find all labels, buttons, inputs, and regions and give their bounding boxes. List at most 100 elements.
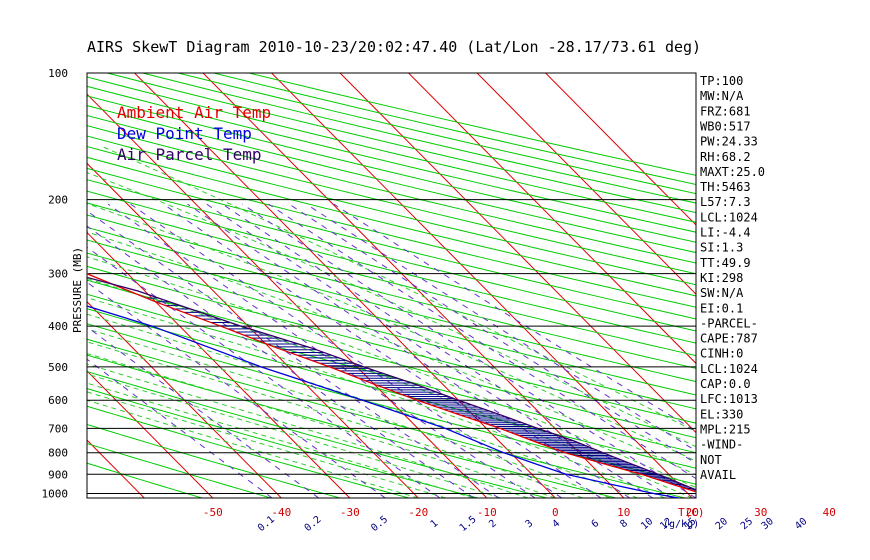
moist-adiabat xyxy=(87,231,696,476)
mixing-ratio-label: 20 xyxy=(714,516,730,532)
stat-row: LCL:1024 xyxy=(700,210,758,224)
bottom-tick: 40 xyxy=(823,506,836,519)
stat-row: KI:298 xyxy=(700,271,743,285)
stat-row: LFC:1013 xyxy=(700,392,758,406)
stat-row: AVAIL xyxy=(700,468,736,482)
stat-row: SW:N/A xyxy=(700,286,744,300)
stat-row: EL:330 xyxy=(700,407,743,421)
dry-adiabat xyxy=(87,293,696,454)
stat-row: TH:5463 xyxy=(700,180,751,194)
stat-row: NOT xyxy=(700,453,722,467)
mixing-ratio-label: 1 xyxy=(429,518,441,530)
pressure-tick: 800 xyxy=(48,447,68,460)
pressure-tick: 1000 xyxy=(42,487,69,500)
mixing-ratio-label: 0.2 xyxy=(303,514,324,534)
mixing-ratio-line xyxy=(87,210,499,498)
isotherm xyxy=(0,73,7,498)
isotherm xyxy=(87,162,419,498)
dry-adiabat xyxy=(87,239,696,396)
stat-row: PW:24.33 xyxy=(700,135,758,149)
dry-adiabat xyxy=(87,179,696,332)
dry-adiabat xyxy=(87,279,696,439)
stat-row: CINH:0 xyxy=(700,347,743,361)
stat-row: -WIND- xyxy=(700,438,743,452)
bottom-tick: -20 xyxy=(408,506,428,519)
pressure-tick: 400 xyxy=(48,320,68,333)
plot-frame xyxy=(86,72,697,499)
dry-adiabat xyxy=(87,135,696,286)
x-axis-label: T(C) xyxy=(678,506,705,519)
dry-adiabat xyxy=(87,190,696,344)
bottom-tick: 30 xyxy=(754,506,767,519)
dry-adiabat xyxy=(87,156,696,308)
dry-adiabat xyxy=(87,252,696,410)
stat-row: MPL:215 xyxy=(700,422,751,436)
dry-adiabat xyxy=(87,388,478,498)
isotherm xyxy=(87,93,488,498)
mixing-ratio-line xyxy=(333,203,696,432)
chart-title: AIRS SkewT Diagram 2010-10-23/20:02:47.4… xyxy=(87,38,701,56)
stat-row: WB0:517 xyxy=(700,119,751,133)
pressure-tick: 500 xyxy=(48,361,68,374)
mixing-ratio-line xyxy=(87,281,386,498)
stat-row: CAP:0.0 xyxy=(700,377,751,391)
moist-adiabat xyxy=(87,373,501,498)
stat-row: RH:68.2 xyxy=(700,150,751,164)
dry-adiabat xyxy=(87,125,696,275)
series-line-0 xyxy=(87,273,696,493)
pressure-tick: 200 xyxy=(48,194,68,207)
moist-adiabat xyxy=(87,328,611,498)
stat-row: MW:N/A xyxy=(700,89,744,103)
moist-adiabat xyxy=(87,341,583,498)
isotherm xyxy=(408,73,696,365)
isotherm xyxy=(271,73,693,498)
mixing-ratio-label: 4 xyxy=(550,518,562,530)
pressure-tick: 300 xyxy=(48,268,68,281)
dry-adiabat xyxy=(87,423,341,498)
profiles xyxy=(87,273,696,498)
stat-row: SI:1.3 xyxy=(700,241,743,255)
mixing-ratio-line xyxy=(268,203,696,480)
stat-row: LI:-4.4 xyxy=(700,226,751,240)
mixing-ratio-label: 0.5 xyxy=(369,514,390,534)
mixing-ratio-line xyxy=(288,203,696,464)
dry-adiabat xyxy=(87,265,696,424)
mixing-ratio-line xyxy=(206,203,654,498)
pressure-tick-labels: 100 200 300 400 500 600 700 800 900 1000 xyxy=(42,67,69,500)
mixing-ratio-line xyxy=(187,203,631,498)
bottom-tick: 0 xyxy=(552,506,559,519)
bottom-temp-tick-labels: -50 -40 -30 -20 -10 0 10 20 30 40 xyxy=(203,506,836,519)
stat-row: TT:49.9 xyxy=(700,256,751,270)
moist-adiabat xyxy=(87,363,529,498)
series-line-1 xyxy=(87,305,679,498)
bottom-tick: -50 xyxy=(203,506,223,519)
dry-adiabat xyxy=(87,462,203,498)
bottom-tick: -10 xyxy=(477,506,497,519)
stat-row: EI:0.1 xyxy=(700,301,743,315)
dry-adiabat xyxy=(87,405,410,498)
mixing-ratio-line xyxy=(87,326,319,498)
legend-entry: Dew Point Temp xyxy=(117,124,252,143)
dry-adiabat xyxy=(87,338,685,498)
isotherm xyxy=(87,370,214,498)
dry-adiabat xyxy=(87,323,696,485)
bottom-tick: -30 xyxy=(340,506,360,519)
mixing-ratio-label: 2 xyxy=(487,518,499,530)
pressure-tick: 100 xyxy=(48,67,68,80)
pressure-tick: 900 xyxy=(48,468,68,481)
dry-adiabat xyxy=(87,105,696,254)
pressure-tick: 700 xyxy=(48,422,68,435)
dry-adiabat xyxy=(87,95,696,243)
stat-row: -PARCEL- xyxy=(700,316,758,330)
legend: Ambient Air Temp Dew Point Temp Air Parcel… xyxy=(117,103,271,164)
stat-row: L57:7.3 xyxy=(700,195,751,209)
dry-adiabat xyxy=(87,308,696,469)
stat-row: CAPE:787 xyxy=(700,332,758,346)
mixing-ratio-label: 6 xyxy=(590,518,602,530)
stat-row: TP:100 xyxy=(700,74,743,88)
y-axis-label: PRESSURE (MB) xyxy=(71,247,84,333)
dry-adiabat xyxy=(87,371,547,498)
bottom-tick: 20 xyxy=(686,506,699,519)
bottom-tick: -40 xyxy=(271,506,291,519)
